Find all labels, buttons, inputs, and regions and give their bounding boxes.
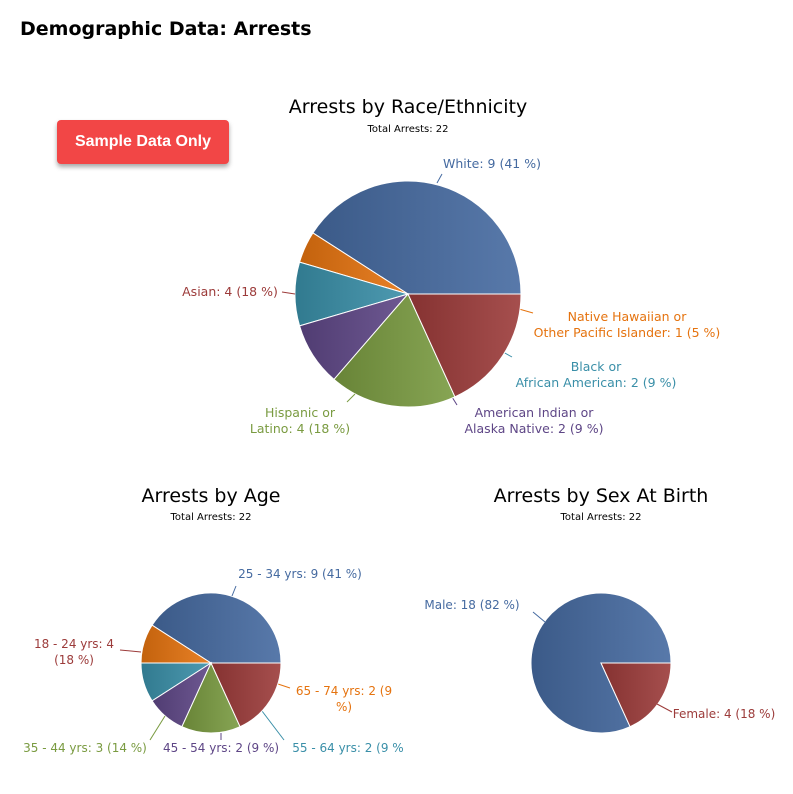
slice-label-male: Male: 18 (82 %) xyxy=(424,598,519,612)
slice-label-25-34-yrs: 25 - 34 yrs: 9 (41 %) xyxy=(238,567,362,581)
connector-line-female xyxy=(656,703,673,713)
connector-line-native-hawaiian-or-other-pacific-islander xyxy=(518,308,534,314)
slice-label-line: 45 - 54 yrs: 2 (9 %) xyxy=(163,741,279,755)
pie-slice-female[interactable] xyxy=(600,662,672,728)
slice-label-line: Alaska Native: 2 (9 %) xyxy=(465,421,604,436)
slice-label-65-74-yrs: 65 - 74 yrs: 2 (9%) xyxy=(296,684,392,714)
slice-label-45-54-yrs: 45 - 54 yrs: 2 (9 %) xyxy=(163,741,279,755)
slice-label-line: Hispanic or xyxy=(265,405,336,420)
pie-slice-hispanic-or-latino[interactable] xyxy=(333,293,456,408)
slice-label-line: Black or xyxy=(571,359,622,374)
slice-label-line: African American: 2 (9 %) xyxy=(516,375,677,390)
slice-label-line: 55 - 64 yrs: 2 (9 % xyxy=(292,741,403,755)
slice-label-line: White: 9 (41 %) xyxy=(443,156,541,171)
slice-label-18-24-yrs: 18 - 24 yrs: 4 (18 %) xyxy=(34,637,114,667)
page-title: Demographic Data: Arrests xyxy=(20,18,312,40)
connector-line-male xyxy=(532,611,546,623)
slice-label-line: Other Pacific Islander: 1 (5 %) xyxy=(534,325,721,340)
race-chart-subtitle: Total Arrests: 22 xyxy=(367,124,449,135)
connector-line-asian xyxy=(281,291,296,295)
race-chart-title: Arrests by Race/Ethnicity xyxy=(288,96,528,118)
slice-label-white: White: 9 (41 %) xyxy=(443,156,541,171)
age-chart-title: Arrests by Age xyxy=(141,485,281,507)
connector-line-american-indian-or-alaska-native xyxy=(451,396,458,406)
slice-label-line: Latino: 4 (18 %) xyxy=(250,421,350,436)
connector-line-25-34-yrs xyxy=(231,585,237,597)
pie-slice-35-44-yrs[interactable] xyxy=(181,661,241,734)
sex-pie-chart: Male: 18 (82 %) Female: 4 (18 %) xyxy=(424,592,776,734)
age-chart-subtitle: Total Arrests: 22 xyxy=(170,512,252,523)
slice-label-native-hawaiian-or-other-pacific-islander: Native Hawaiian or Other Pacific Islander… xyxy=(534,309,721,340)
slice-label-line: 35 - 44 yrs: 3 (14 %) xyxy=(23,741,147,755)
slice-label-line: 18 - 24 yrs: 4 xyxy=(34,637,114,651)
pie-slice-asian[interactable] xyxy=(407,293,522,398)
slice-label-black-or-african-american: Black or African American: 2 (9 %) xyxy=(516,359,677,390)
sex-chart-subtitle: Total Arrests: 22 xyxy=(560,512,642,523)
connector-line-55-64-yrs xyxy=(261,710,285,741)
sample-data-button[interactable]: Sample Data Only xyxy=(57,120,229,164)
slice-label-line: (18 %) xyxy=(54,653,94,667)
slice-label-line: 25 - 34 yrs: 9 (41 %) xyxy=(238,567,362,581)
slice-label-line: %) xyxy=(336,700,352,714)
connector-line-18-24-yrs xyxy=(119,649,142,653)
race-pie-chart: White: 9 (41 %) Native Hawaiian or Other P… xyxy=(182,156,720,436)
slice-label-line: Female: 4 (18 %) xyxy=(673,707,776,721)
connector-line-35-44-yrs xyxy=(149,715,166,741)
connector-line-hispanic-or-latino xyxy=(346,393,356,403)
connector-line-65-74-yrs xyxy=(277,683,291,689)
slice-label-line: 65 - 74 yrs: 2 (9 xyxy=(296,684,392,698)
slice-label-35-44-yrs: 35 - 44 yrs: 3 (14 %) xyxy=(23,741,147,755)
slice-label-line: Native Hawaiian or xyxy=(568,309,688,324)
connector-line-white xyxy=(436,173,443,184)
slice-label-55-64-yrs: 55 - 64 yrs: 2 (9 % xyxy=(292,741,403,755)
slice-label-line: American Indian or xyxy=(475,405,595,420)
pie-slice-18-24-yrs[interactable] xyxy=(210,662,282,728)
age-pie-chart: 25 - 34 yrs: 9 (41 %) 65 - 74 yrs: 2 (9%)… xyxy=(23,567,404,755)
slice-label-american-indian-or-alaska-native: American Indian or Alaska Native: 2 (9 %) xyxy=(465,405,604,436)
slice-label-hispanic-or-latino: Hispanic or Latino: 4 (18 %) xyxy=(250,405,350,436)
slice-label-female: Female: 4 (18 %) xyxy=(673,707,776,721)
slice-label-line: Male: 18 (82 %) xyxy=(424,598,519,612)
slice-label-asian: Asian: 4 (18 %) xyxy=(182,284,278,299)
sex-chart-title: Arrests by Sex At Birth xyxy=(493,485,709,507)
slice-label-line: Asian: 4 (18 %) xyxy=(182,284,278,299)
